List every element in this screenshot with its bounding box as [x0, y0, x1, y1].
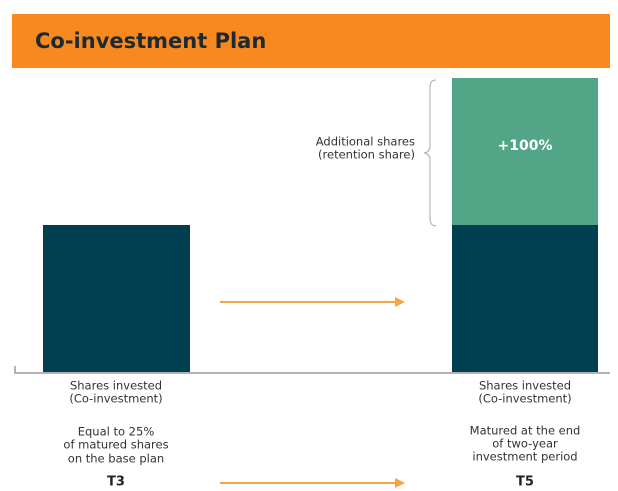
- baseline: [14, 366, 610, 374]
- bar-label: (Co-investment): [478, 392, 571, 406]
- period: T3: [107, 475, 125, 490]
- bar-label: (Co-investment): [69, 392, 162, 406]
- invested-bar-t5: [452, 225, 598, 372]
- arrow-head: [395, 297, 405, 307]
- arrows: [220, 297, 405, 488]
- retention-bar: [452, 78, 598, 225]
- invested-bar-t3: [43, 225, 190, 372]
- period: T5: [516, 475, 534, 490]
- description: of two-year: [492, 437, 558, 451]
- description: Equal to 25%: [78, 425, 155, 439]
- header-title: Co-investment Plan: [35, 29, 266, 53]
- arrow-head: [395, 478, 405, 488]
- header-bar: [12, 14, 610, 68]
- retention-badge: +100%: [498, 138, 553, 154]
- description: Matured at the end: [470, 424, 581, 438]
- bar-label: Shares invested: [70, 379, 162, 393]
- description: on the base plan: [68, 452, 164, 466]
- bracket: [423, 79, 437, 227]
- bar-label: Shares invested: [479, 379, 571, 393]
- description: of matured shares: [63, 438, 168, 452]
- retention-label: (retention share): [318, 148, 415, 162]
- retention-label: Additional shares: [316, 135, 415, 149]
- description: investment period: [472, 450, 577, 464]
